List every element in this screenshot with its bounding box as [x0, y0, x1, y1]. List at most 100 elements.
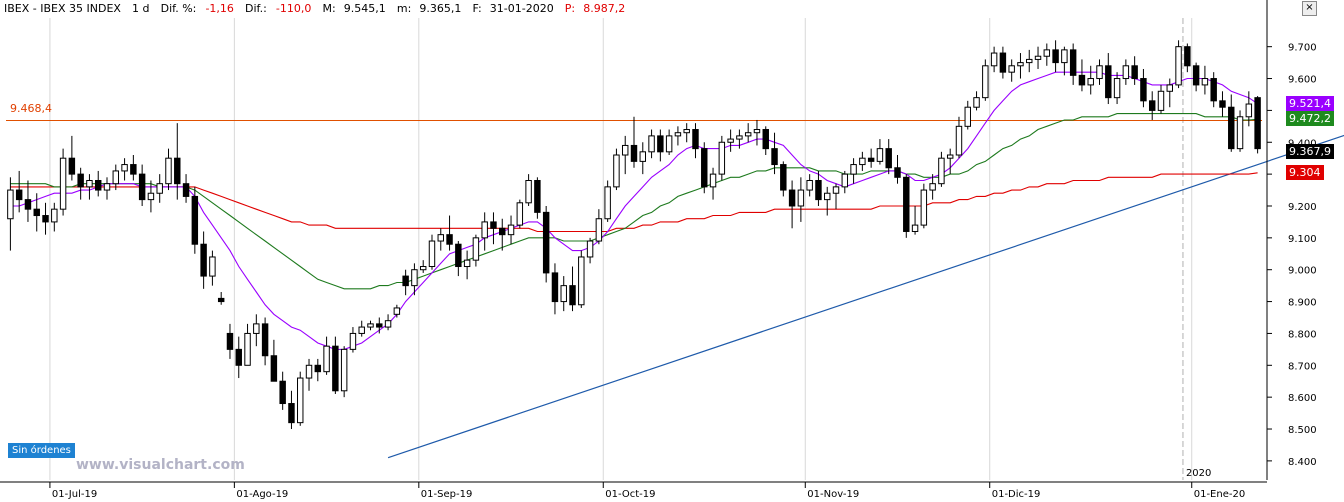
candle: [507, 215, 515, 245]
y-tick-label: 8.800: [1288, 329, 1317, 340]
x-tick-label: 01-Nov-19: [807, 489, 859, 500]
header-date-label: F:: [472, 2, 481, 15]
candle: [718, 135, 726, 181]
candle: [797, 177, 805, 222]
candle: [305, 358, 313, 391]
candle: [1052, 40, 1059, 73]
candle: [270, 339, 278, 382]
candle: [499, 218, 506, 251]
orders-badge[interactable]: Sin órdenes: [8, 443, 75, 458]
header-min: 9.365,1: [419, 2, 461, 15]
x-tick-label: 01-Sep-19: [421, 489, 473, 500]
candle: [42, 202, 49, 235]
header-diff-pct: -1,16: [205, 2, 233, 15]
y-tick-label: 9.200: [1288, 202, 1317, 213]
candle: [595, 209, 603, 245]
candle: [393, 304, 401, 318]
y-tick-label: 9.100: [1288, 234, 1317, 245]
candle: [77, 167, 84, 200]
candle: [683, 123, 690, 143]
moving-average-slow: [10, 172, 1258, 233]
header-diff-label: Dif.:: [245, 2, 267, 15]
year-marker-label: 2020: [1186, 468, 1211, 479]
candle: [323, 336, 330, 375]
candle: [657, 129, 664, 162]
trendline[interactable]: [387, 123, 1344, 459]
candle: [604, 180, 611, 222]
candle: [1219, 91, 1226, 117]
candle: [903, 174, 910, 238]
x-tick-label: 01-Dic-19: [992, 489, 1041, 500]
candle: [692, 123, 699, 159]
candle: [1140, 68, 1147, 108]
candle: [402, 269, 409, 296]
candle: [920, 183, 928, 229]
candle: [95, 170, 102, 197]
candle: [999, 46, 1007, 79]
candle: [103, 177, 111, 200]
header-date: 31-01-2020: [490, 2, 554, 15]
candle: [472, 234, 480, 267]
header-price: 8.987,2: [583, 2, 625, 15]
candle: [630, 116, 638, 168]
candle: [68, 135, 76, 181]
candle: [130, 155, 137, 181]
y-tick-label: 8.600: [1288, 393, 1317, 404]
candle: [209, 250, 216, 286]
y-tick-label: 8.700: [1288, 361, 1317, 372]
y-tick-label: 8.500: [1288, 425, 1317, 436]
y-tick-label: 9.600: [1288, 75, 1317, 86]
candle: [964, 100, 971, 130]
candle: [753, 119, 761, 146]
header-diff: -110,0: [276, 2, 311, 15]
candle: [578, 250, 585, 308]
candle: [1061, 46, 1068, 76]
candle: [226, 323, 234, 359]
candle: [586, 237, 594, 264]
candle: [200, 231, 207, 289]
candle: [665, 129, 673, 156]
candle: [253, 314, 260, 347]
candle: [481, 212, 488, 251]
y-tick-label: 9.400: [1288, 138, 1317, 149]
candle: [551, 263, 559, 315]
candle: [1131, 56, 1138, 85]
candle: [367, 320, 374, 331]
candle: [841, 170, 849, 194]
candle: [121, 158, 128, 181]
close-button[interactable]: ×: [1302, 1, 1317, 16]
candle: [147, 180, 155, 213]
candle: [463, 250, 471, 280]
candle: [736, 129, 743, 149]
x-tick-label: 01-Ago-19: [236, 489, 288, 500]
candle: [1017, 53, 1024, 79]
price-label: 9.367,9: [1286, 144, 1334, 160]
candle: [771, 132, 778, 175]
watermark: www.visualchart.com: [76, 457, 245, 473]
candle: [727, 129, 734, 152]
candle: [516, 199, 524, 229]
candle: [174, 123, 181, 200]
x-tick-label: 01-Jul-19: [52, 489, 97, 500]
candle: [815, 170, 822, 206]
candle: [261, 317, 269, 366]
candles: [7, 40, 1261, 430]
candle: [1087, 65, 1094, 95]
candle: [762, 126, 769, 156]
candle: [876, 139, 884, 165]
candle: [138, 164, 146, 206]
candle: [490, 212, 497, 245]
candle: [885, 139, 892, 175]
candle: [1148, 91, 1156, 120]
y-tick-label: 8.900: [1288, 298, 1317, 309]
candle: [1105, 53, 1112, 105]
candle: [1228, 94, 1235, 152]
candle: [709, 167, 717, 200]
candle: [235, 336, 242, 379]
candle: [314, 358, 322, 382]
candle: [455, 241, 462, 277]
candle: [1043, 43, 1051, 66]
header-symbol-text: IBEX - IBEX 35 INDEX: [4, 2, 121, 15]
candle: [51, 202, 58, 232]
